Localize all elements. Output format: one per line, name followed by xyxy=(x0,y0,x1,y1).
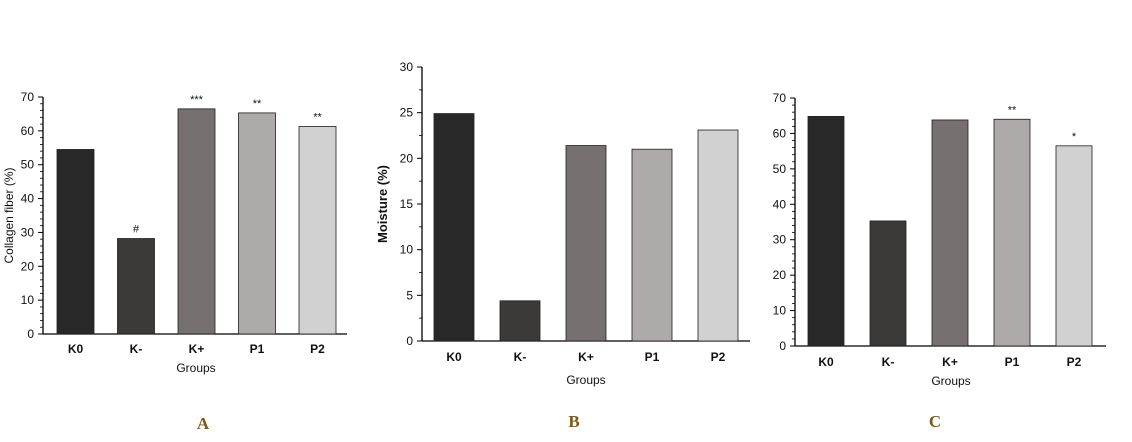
y-tick-label: 5 xyxy=(406,288,413,302)
y-tick-label: 10 xyxy=(773,304,787,318)
panel-label: A xyxy=(197,414,210,433)
bar-K+ xyxy=(931,119,969,347)
significance-mark: # xyxy=(133,224,140,236)
x-tick-label: K0 xyxy=(818,355,834,369)
y-axis-title: Collagen fiber (%) xyxy=(2,167,16,263)
panel-label: B xyxy=(568,412,579,431)
x-axis-title: Groups xyxy=(931,374,970,388)
y-tick-label: 30 xyxy=(773,233,787,247)
x-tick-label: P2 xyxy=(1067,355,1082,369)
significance-mark: ** xyxy=(253,98,262,110)
significance-mark: ** xyxy=(313,111,322,123)
bar-P1 xyxy=(631,148,673,342)
y-tick-label: 20 xyxy=(21,259,35,273)
y-tick-label: 20 xyxy=(773,268,787,282)
y-tick-label: 10 xyxy=(21,293,35,307)
x-tick-label: K+ xyxy=(578,350,594,364)
bar-K+ xyxy=(565,145,607,342)
x-tick-label: P1 xyxy=(250,342,265,356)
x-tick-label: K0 xyxy=(68,342,84,356)
bar-K0 xyxy=(433,113,475,342)
x-tick-label: K0 xyxy=(446,350,462,364)
y-tick-label: 30 xyxy=(400,60,414,74)
y-tick-label: 70 xyxy=(21,90,35,104)
y-tick-label: 50 xyxy=(773,162,787,176)
y-tick-label: 25 xyxy=(400,106,414,120)
y-tick-label: 60 xyxy=(21,124,35,138)
y-tick-label: 10 xyxy=(400,243,414,257)
x-tick-label: K+ xyxy=(942,355,958,369)
y-tick-label: 30 xyxy=(21,225,35,239)
y-tick-label: 70 xyxy=(773,91,787,105)
bar-P2 xyxy=(697,129,739,342)
significance-mark: *** xyxy=(190,94,204,106)
bar-K0 xyxy=(807,116,845,347)
x-tick-label: P2 xyxy=(310,342,325,356)
bar-K0 xyxy=(56,149,95,335)
bar-K- xyxy=(869,220,907,347)
x-tick-label: P2 xyxy=(711,350,726,364)
bar-P2 xyxy=(298,126,337,335)
bar-K- xyxy=(499,300,541,342)
y-tick-label: 40 xyxy=(773,197,787,211)
x-axis-title: Groups xyxy=(176,361,215,375)
bar-K+ xyxy=(177,108,216,335)
y-axis-title: Moisture (%) xyxy=(375,165,390,243)
significance-mark: * xyxy=(1072,131,1077,143)
y-tick-label: 15 xyxy=(400,197,414,211)
x-tick-label: P1 xyxy=(645,350,660,364)
bar-P1 xyxy=(238,112,276,335)
x-tick-label: K- xyxy=(130,342,143,356)
bar-P2 xyxy=(1055,145,1093,347)
y-tick-label: 0 xyxy=(406,334,413,348)
y-tick-label: 20 xyxy=(400,151,414,165)
bar-P1 xyxy=(993,118,1031,347)
significance-mark: ** xyxy=(1008,104,1017,116)
bar-K- xyxy=(117,238,155,335)
y-tick-label: 0 xyxy=(27,327,34,341)
y-tick-label: 0 xyxy=(779,339,786,353)
y-tick-label: 40 xyxy=(21,192,35,206)
x-tick-label: K+ xyxy=(189,342,205,356)
y-tick-label: 60 xyxy=(773,126,787,140)
panel-label: C xyxy=(929,412,941,431)
x-axis-title: Groups xyxy=(566,373,605,387)
y-tick-label: 50 xyxy=(21,158,35,172)
x-tick-label: K- xyxy=(882,355,895,369)
x-tick-label: K- xyxy=(514,350,527,364)
x-tick-label: P1 xyxy=(1005,355,1020,369)
